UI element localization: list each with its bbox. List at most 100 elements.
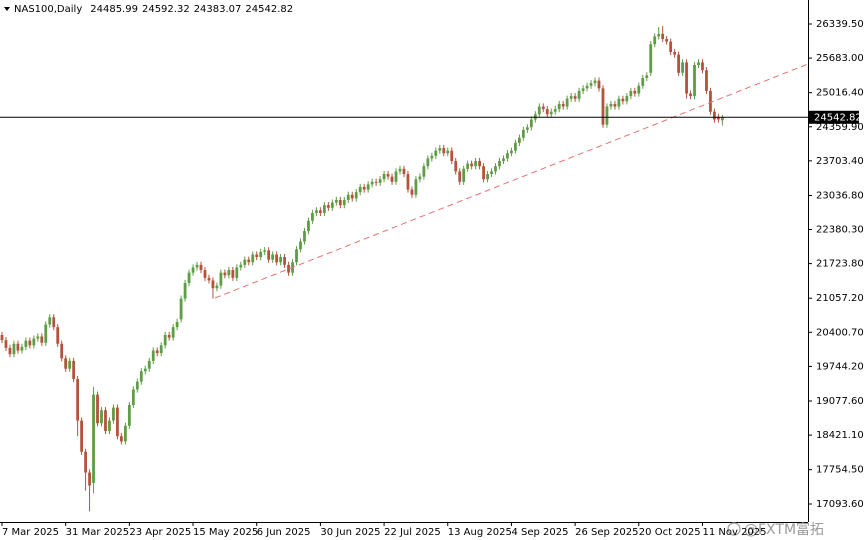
candles xyxy=(0,26,724,512)
y-tick-label: 24359.90 xyxy=(816,122,864,133)
y-tick-label: 19077.60 xyxy=(816,396,864,407)
candle-body xyxy=(112,407,115,421)
candle-body xyxy=(362,186,366,190)
candle-body xyxy=(346,194,350,200)
candle-body xyxy=(8,347,12,355)
candle-body xyxy=(247,259,251,263)
candle-body xyxy=(143,368,147,372)
y-tick-label: 22380.30 xyxy=(816,225,864,236)
candle-body xyxy=(183,283,187,299)
candle-body xyxy=(470,163,474,167)
candle-body xyxy=(92,394,95,483)
y-tick-label: 18421.10 xyxy=(816,430,864,441)
candle-body xyxy=(426,158,430,167)
x-tick-label: 30 Jun 2025 xyxy=(320,527,380,538)
x-tick-label: 13 Aug 2025 xyxy=(448,527,512,538)
candle-body xyxy=(713,111,716,120)
candle-body xyxy=(414,179,418,195)
candle-body xyxy=(187,272,191,284)
y-tick-label: 21723.80 xyxy=(816,259,864,270)
candle-body xyxy=(370,181,374,185)
x-tick-label: 6 Jun 2025 xyxy=(257,527,311,538)
candle-body xyxy=(633,90,637,94)
candle-body xyxy=(474,161,478,167)
candle-body xyxy=(585,85,589,89)
candle-body xyxy=(669,41,673,53)
last-price-box xyxy=(809,110,859,124)
header-low: 24383.07 xyxy=(194,4,242,15)
candle-body xyxy=(354,192,358,199)
candle-body xyxy=(330,202,334,208)
header-high: 24592.32 xyxy=(142,4,190,15)
x-tick-label: 23 Apr 2025 xyxy=(129,527,191,538)
candle-body xyxy=(36,336,40,339)
candle-body xyxy=(609,103,613,107)
watermark-group: @FXTM富拓 xyxy=(727,521,824,538)
candle-body xyxy=(717,116,720,120)
candle-body xyxy=(342,199,346,206)
candle-body xyxy=(506,153,509,159)
candle-body xyxy=(541,106,545,110)
candle-body xyxy=(52,317,56,328)
trend-line xyxy=(214,63,809,299)
candle-body xyxy=(390,176,394,182)
candle-body xyxy=(697,62,700,65)
header-open: 24485.99 xyxy=(90,4,138,15)
candle-body xyxy=(537,106,541,115)
candle-body xyxy=(259,251,263,258)
candle-body xyxy=(386,174,390,177)
candle-body xyxy=(263,250,267,252)
candle-body xyxy=(629,90,633,97)
candle-body xyxy=(80,420,83,452)
candle-body xyxy=(573,96,577,99)
candle-body xyxy=(338,199,342,206)
candle-body xyxy=(645,75,649,78)
candle-body xyxy=(366,184,370,190)
candle-body xyxy=(518,137,521,143)
candle-body xyxy=(219,272,223,286)
y-tick-label: 23036.80 xyxy=(816,190,864,201)
candle-body xyxy=(410,189,414,195)
candle-body xyxy=(287,264,290,273)
candle-body xyxy=(48,317,52,325)
candle-body xyxy=(199,264,203,271)
candle-body xyxy=(665,39,669,42)
candle-body xyxy=(641,77,645,86)
candle-body xyxy=(529,119,533,128)
menu-arrow[interactable] xyxy=(4,7,10,11)
candle-body xyxy=(12,343,16,355)
candle-body xyxy=(565,98,569,107)
candle-body xyxy=(709,90,712,112)
y-tick-label: 20400.70 xyxy=(816,327,864,338)
watermark-logo xyxy=(727,522,741,536)
candle-body xyxy=(231,270,235,278)
candle-body xyxy=(673,52,677,55)
candle-body xyxy=(319,210,322,213)
candle-body xyxy=(171,327,175,338)
candle-body xyxy=(605,106,609,125)
candle-body xyxy=(315,210,318,213)
candle-body xyxy=(553,109,557,112)
x-tick-label: 4 Sep 2025 xyxy=(511,527,568,538)
candle-body xyxy=(593,80,597,84)
x-tick-label: 7 Mar 2025 xyxy=(2,527,59,538)
watermark: @FXTM富拓 xyxy=(744,521,824,538)
candle-body xyxy=(557,103,561,110)
candle-body xyxy=(120,436,123,442)
candle-body xyxy=(581,88,585,91)
y-tick-label: 19744.20 xyxy=(816,361,864,372)
y-tick-label: 23703.40 xyxy=(816,156,864,167)
candle-body xyxy=(135,381,139,390)
candle-body xyxy=(494,166,497,172)
candle-body xyxy=(625,96,629,102)
candle-body xyxy=(637,85,641,94)
y-tick-label: 25016.40 xyxy=(816,88,864,99)
candle-body xyxy=(267,250,271,260)
candle-body xyxy=(44,324,48,343)
candle-body xyxy=(442,148,446,154)
candle-body xyxy=(521,129,525,138)
candle-body xyxy=(100,410,103,424)
candle-body xyxy=(482,166,485,180)
candle-body xyxy=(303,231,306,242)
